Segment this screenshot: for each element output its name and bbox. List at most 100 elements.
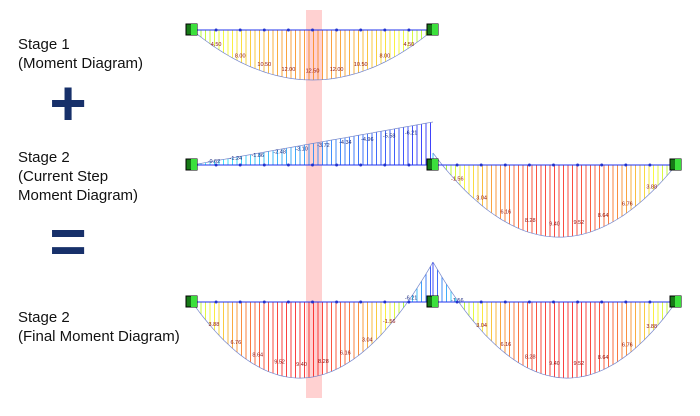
moment-value: 3.04 xyxy=(476,196,487,202)
node xyxy=(359,28,363,32)
moment-value: -3.10 xyxy=(295,146,308,152)
node xyxy=(576,163,580,167)
moment-value: 12.00 xyxy=(330,67,344,73)
moment-value: -1.24 xyxy=(230,156,243,162)
node xyxy=(479,300,483,304)
node xyxy=(407,28,411,32)
moment-value: 4.50 xyxy=(404,42,415,48)
node xyxy=(335,28,339,32)
moment-value: 9.40 xyxy=(549,221,560,227)
moment-value: -4.34 xyxy=(339,140,352,146)
node xyxy=(335,300,339,304)
node xyxy=(214,300,218,304)
moment-value: 9.52 xyxy=(573,361,584,367)
node xyxy=(286,28,290,32)
node xyxy=(262,163,266,167)
moment-value: 9.52 xyxy=(573,220,584,226)
moment-value: 6.76 xyxy=(622,201,633,207)
node xyxy=(552,300,555,304)
node xyxy=(311,163,314,167)
node xyxy=(262,28,266,32)
node xyxy=(286,163,290,167)
moment-value: 4.50 xyxy=(211,42,222,48)
support-face xyxy=(675,296,681,307)
moment-value: -5.58 xyxy=(383,134,396,140)
moment-value: 3.88 xyxy=(646,324,657,330)
node xyxy=(262,300,266,304)
node xyxy=(527,300,531,304)
moment-curve xyxy=(432,152,677,238)
moment-value: 12.50 xyxy=(306,68,320,74)
support-face xyxy=(432,159,438,170)
node xyxy=(624,163,628,167)
node xyxy=(335,163,339,167)
stage-label: Stage 2 xyxy=(18,309,70,326)
node xyxy=(214,163,218,167)
support-face xyxy=(675,159,681,170)
node xyxy=(359,300,363,304)
moment-value: 6.76 xyxy=(230,340,241,346)
moment-value: 3.04 xyxy=(362,337,373,343)
node xyxy=(238,28,242,32)
moment-value: 12.00 xyxy=(282,67,296,73)
moment-value: 8.28 xyxy=(525,218,536,224)
moment-value: 10.50 xyxy=(257,62,271,68)
moment-value: 6.16 xyxy=(340,351,351,357)
moment-value: 8.28 xyxy=(318,359,329,365)
moment-value: 3.04 xyxy=(476,323,487,329)
support-face xyxy=(432,296,438,307)
moment-value: -3.72 xyxy=(317,143,330,149)
moment-value: 3.88 xyxy=(209,322,220,328)
support-face xyxy=(432,24,438,35)
node xyxy=(552,163,555,167)
moment-curve xyxy=(432,261,677,379)
moment-value: 8.64 xyxy=(598,213,609,219)
moment-value: -2.48 xyxy=(273,150,286,156)
moment-value: 9.40 xyxy=(296,362,307,368)
moment-value: 3.88 xyxy=(646,184,657,190)
node xyxy=(624,300,628,304)
moment-value: -6.21 xyxy=(405,130,418,136)
stage-label: Moment Diagram) xyxy=(18,187,138,204)
moment-curve xyxy=(191,29,434,81)
node xyxy=(648,300,652,304)
node xyxy=(311,28,314,32)
support-face xyxy=(191,296,197,307)
node xyxy=(503,300,507,304)
node xyxy=(600,300,604,304)
node xyxy=(479,163,483,167)
node xyxy=(238,300,242,304)
stage-label: (Final Moment Diagram) xyxy=(18,328,180,345)
stage-label: (Current Step xyxy=(18,168,108,185)
stage-label: Stage 1 xyxy=(18,36,70,53)
highlight-band xyxy=(306,10,322,398)
node xyxy=(359,163,363,167)
moment-value: 6.76 xyxy=(622,343,633,349)
node xyxy=(527,163,531,167)
moment-curve xyxy=(191,121,434,166)
plus-operator: + xyxy=(49,67,86,139)
moment-diagrams: 4.50 8.00 10.50 12.00 12.50 12.00 10.50 8.00 4.5… xyxy=(185,23,682,379)
support-face xyxy=(191,159,197,170)
moment-value: 9.40 xyxy=(549,361,560,367)
node xyxy=(383,163,387,167)
node xyxy=(286,300,290,304)
moment-curve xyxy=(191,261,434,379)
moment-value: 8.64 xyxy=(252,352,263,358)
node xyxy=(383,28,387,32)
node xyxy=(600,163,604,167)
moment-value: 8.28 xyxy=(525,355,536,361)
node xyxy=(407,300,411,304)
node xyxy=(455,163,459,167)
node xyxy=(648,163,652,167)
node xyxy=(238,163,242,167)
stage-label: Stage 2 xyxy=(18,149,70,166)
node xyxy=(407,163,411,167)
moment-value: 6.16 xyxy=(501,342,512,348)
equals-operator: = xyxy=(49,205,86,277)
moment-value: 10.50 xyxy=(354,62,368,68)
moment-value: 8.00 xyxy=(379,54,390,60)
moment-value: -6.21 xyxy=(405,295,418,301)
moment-value: -1.56 xyxy=(451,177,464,183)
